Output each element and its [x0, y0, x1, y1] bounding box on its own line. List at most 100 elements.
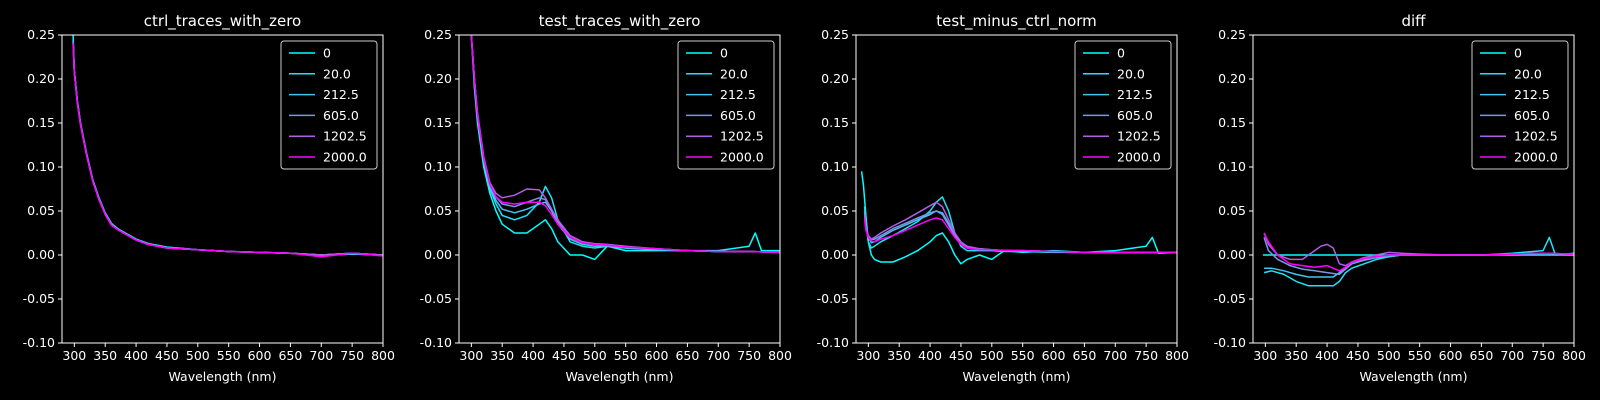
- y-tick-label: 0.25: [27, 27, 55, 42]
- x-axis-label: Wavelength (nm): [566, 369, 674, 384]
- y-tick-label: 0.10: [424, 159, 452, 174]
- series-line-6: [863, 217, 1177, 254]
- y-tick-label: 0.10: [1218, 159, 1246, 174]
- x-tick-label: 800: [371, 348, 395, 363]
- y-tick-label: 0.25: [821, 27, 849, 42]
- x-tick-label: 750: [737, 348, 761, 363]
- y-tick-label: 0.25: [1218, 27, 1246, 42]
- legend-label-3: 212.5: [1514, 87, 1550, 102]
- y-tick-label: 0.00: [1218, 247, 1246, 262]
- plot-frame: [458, 34, 781, 344]
- x-tick-label: 550: [1011, 348, 1035, 363]
- series-line-2: [863, 196, 1177, 254]
- x-tick-label: 350: [93, 348, 117, 363]
- y-tick-label: 0.00: [424, 247, 452, 262]
- y-tick-label: 0.05: [821, 203, 849, 218]
- legend-label-4: 605.0: [1514, 108, 1550, 123]
- x-tick-label: 700: [1103, 348, 1127, 363]
- series-line-6: [72, 43, 383, 258]
- plot-frame: [61, 34, 384, 344]
- x-tick-label: 350: [887, 348, 911, 363]
- legend-label-4: 605.0: [720, 108, 756, 123]
- series-line-1: [860, 171, 1177, 265]
- chart-title: ctrl_traces_with_zero: [144, 12, 301, 31]
- x-tick-label: 750: [340, 348, 364, 363]
- x-tick-label: 500: [583, 348, 607, 363]
- legend-box: [280, 40, 378, 170]
- y-tick-label: 0.20: [27, 71, 55, 86]
- y-tick-label: -0.10: [420, 335, 452, 350]
- chart-panel-1: ctrl_traces_with_zero Wavelength (nm) 30…: [23, 12, 395, 384]
- x-tick-label: 700: [1500, 348, 1524, 363]
- legend-label-6: 2000.0: [1117, 150, 1161, 165]
- x-tick-label: 600: [248, 348, 272, 363]
- y-tick-label: 0.05: [1218, 203, 1246, 218]
- y-tick-label: -0.10: [817, 335, 849, 350]
- y-tick-label: -0.05: [420, 291, 452, 306]
- x-axis-label: Wavelength (nm): [169, 369, 277, 384]
- x-tick-label: 550: [217, 348, 241, 363]
- x-tick-label: 400: [1315, 348, 1339, 363]
- legend-label-6: 2000.0: [323, 150, 367, 165]
- legend-box: [1471, 40, 1569, 170]
- y-tick-label: 0.00: [821, 247, 849, 262]
- x-tick-label: 550: [614, 348, 638, 363]
- legend: 0 20.0 212.5 605.0 1202.5 2000.0: [280, 40, 378, 170]
- plot-frame: [855, 34, 1178, 344]
- y-tick-label: 0.05: [424, 203, 452, 218]
- x-tick-label: 550: [1408, 348, 1432, 363]
- legend-label-3: 212.5: [720, 87, 756, 102]
- y-tick-label: 0.10: [27, 159, 55, 174]
- legend-label-2: 20.0: [1117, 66, 1145, 81]
- legend-label-1: 0: [1514, 46, 1522, 61]
- legend-box: [1074, 40, 1172, 170]
- legend-label-5: 1202.5: [1117, 129, 1161, 144]
- x-axis-label: Wavelength (nm): [963, 369, 1071, 384]
- legend-label-1: 0: [1117, 46, 1125, 61]
- x-tick-label: 600: [645, 348, 669, 363]
- x-tick-label: 500: [980, 348, 1004, 363]
- x-tick-label: 800: [1562, 348, 1586, 363]
- legend-box: [677, 40, 775, 170]
- y-tick-label: 0.05: [27, 203, 55, 218]
- x-tick-label: 300: [459, 348, 483, 363]
- x-tick-label: 650: [1469, 348, 1493, 363]
- x-tick-label: 400: [918, 348, 942, 363]
- x-tick-label: 300: [62, 348, 86, 363]
- chart-title: diff: [1401, 12, 1426, 30]
- legend-label-6: 2000.0: [720, 150, 764, 165]
- x-tick-label: 500: [1377, 348, 1401, 363]
- y-tick-label: -0.05: [817, 291, 849, 306]
- legend: 0 20.0 212.5 605.0 1202.5 2000.0: [1074, 40, 1172, 170]
- x-tick-label: 650: [278, 348, 302, 363]
- y-tick-label: 0.15: [424, 115, 452, 130]
- x-tick-label: 800: [1165, 348, 1189, 363]
- legend-label-1: 0: [323, 46, 331, 61]
- y-tick-label: 0.25: [424, 27, 452, 42]
- x-tick-label: 600: [1439, 348, 1463, 363]
- legend-label-5: 1202.5: [720, 129, 764, 144]
- x-tick-label: 450: [552, 348, 576, 363]
- y-tick-label: 0.15: [27, 115, 55, 130]
- x-tick-label: 450: [155, 348, 179, 363]
- legend-label-4: 605.0: [1117, 108, 1153, 123]
- series-group: [470, 35, 780, 261]
- legend-label-2: 20.0: [1514, 66, 1542, 81]
- y-tick-label: -0.05: [23, 291, 55, 306]
- legend-label-3: 212.5: [323, 87, 359, 102]
- y-tick-label: 0.20: [424, 71, 452, 86]
- x-tick-label: 300: [856, 348, 880, 363]
- series-group: [1262, 232, 1574, 287]
- legend-label-6: 2000.0: [1514, 150, 1558, 165]
- x-tick-label: 750: [1531, 348, 1555, 363]
- series-group: [860, 171, 1177, 265]
- y-tick-label: -0.10: [23, 335, 55, 350]
- x-tick-label: 800: [768, 348, 792, 363]
- x-tick-label: 300: [1253, 348, 1277, 363]
- y-tick-label: -0.10: [1214, 335, 1246, 350]
- x-tick-label: 400: [124, 348, 148, 363]
- x-tick-label: 350: [490, 348, 514, 363]
- x-tick-label: 350: [1284, 348, 1308, 363]
